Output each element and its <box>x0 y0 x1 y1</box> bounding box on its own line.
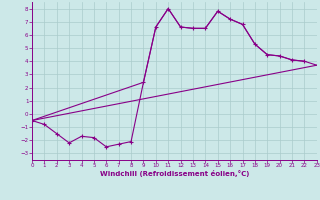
X-axis label: Windchill (Refroidissement éolien,°C): Windchill (Refroidissement éolien,°C) <box>100 170 249 177</box>
